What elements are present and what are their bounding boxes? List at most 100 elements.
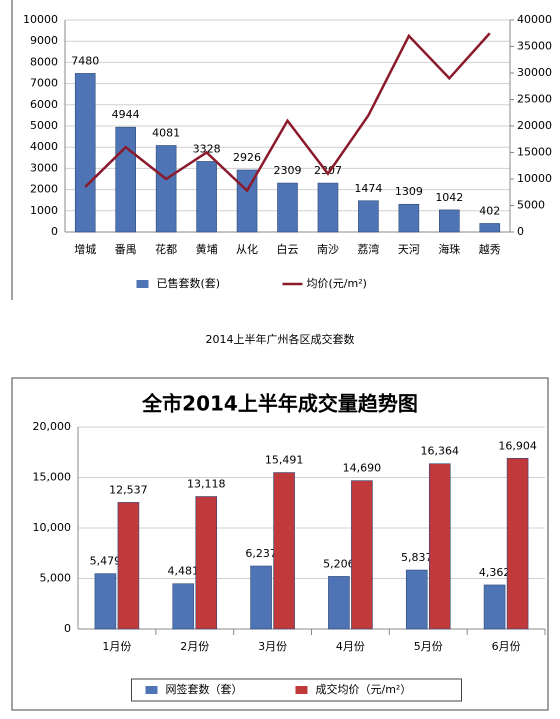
legend-label: 成交均价（元/m²） xyxy=(316,682,412,696)
value-label: 2307 xyxy=(314,164,342,177)
bar xyxy=(155,145,177,233)
y-tick-label: 8000 xyxy=(30,55,58,68)
value-label: 5,837 xyxy=(401,551,433,564)
frame xyxy=(11,377,549,711)
bar xyxy=(483,584,506,630)
y-tick-label: 0 xyxy=(64,622,71,635)
y2-tick-label: 20000 xyxy=(517,119,552,132)
value-label: 13,118 xyxy=(187,478,226,491)
legend-label: 均价(元/m²) xyxy=(307,277,367,290)
value-label: 1474 xyxy=(354,182,382,195)
legend-swatch xyxy=(136,280,149,288)
bar xyxy=(277,182,298,233)
value-label: 7480 xyxy=(71,54,99,67)
value-label: 4081 xyxy=(152,126,180,139)
value-label: 15,491 xyxy=(265,454,304,467)
x-tick-label: 花都 xyxy=(155,243,177,256)
bar xyxy=(115,126,136,233)
value-label: 1042 xyxy=(435,191,463,204)
x-tick-label: 番禺 xyxy=(115,243,137,256)
x-tick-label: 海珠 xyxy=(438,242,460,256)
value-label: 2309 xyxy=(274,164,302,177)
x-tick-label: 黄埔 xyxy=(196,242,218,256)
value-label: 6,237 xyxy=(245,547,277,560)
value-label: 5,479 xyxy=(90,555,122,568)
value-label: 2926 xyxy=(233,151,261,164)
value-label: 16,364 xyxy=(421,445,460,458)
bar xyxy=(196,161,217,233)
line xyxy=(84,32,491,193)
x-tick-label: 荔湾 xyxy=(357,242,379,256)
legend-label: 已售套数(套) xyxy=(157,276,221,290)
x-tick-label: 增城 xyxy=(74,242,96,256)
bar xyxy=(398,203,420,233)
x-tick-label: 1月份 xyxy=(102,640,131,653)
bar xyxy=(428,463,451,630)
bar xyxy=(172,583,195,630)
x-tick-label: 天河 xyxy=(398,243,420,256)
value-label: 5,206 xyxy=(323,557,355,570)
x-tick-label: 越秀 xyxy=(479,242,501,256)
bar xyxy=(328,576,350,630)
y2-tick-label: 10000 xyxy=(517,172,552,185)
legend-swatch xyxy=(295,686,308,694)
y-tick-label: 10,000 xyxy=(33,521,72,534)
value-label: 1309 xyxy=(395,185,423,198)
y-tick-label: 2000 xyxy=(30,183,58,196)
legend-label: 网签套数（套） xyxy=(166,682,243,696)
bar xyxy=(94,573,117,630)
value-label: 402 xyxy=(479,204,500,217)
y2-tick-label: 5000 xyxy=(517,199,545,212)
y-tick-label: 5000 xyxy=(30,119,58,132)
x-tick-label: 6月份 xyxy=(492,640,521,653)
y-tick-label: 20,000 xyxy=(33,420,72,433)
y-tick-label: 6000 xyxy=(30,98,58,111)
x-tick-label: 3月份 xyxy=(258,640,287,653)
legend-box xyxy=(131,678,462,702)
y2-tick-label: 0 xyxy=(517,225,524,238)
bar xyxy=(74,73,96,233)
y2-tick-label: 30000 xyxy=(517,66,552,79)
y-tick-label: 10000 xyxy=(23,13,58,26)
y-tick-label: 0 xyxy=(51,225,58,238)
value-label: 3328 xyxy=(193,142,221,155)
chart-title: 全市2014上半年成交量趋势图 xyxy=(141,392,418,416)
y2-tick-label: 15000 xyxy=(517,146,552,159)
y-tick-label: 5,000 xyxy=(40,572,72,585)
bar xyxy=(479,223,501,233)
bar xyxy=(358,200,379,233)
value-label: 4,362 xyxy=(479,566,511,579)
value-label: 4,481 xyxy=(168,565,200,578)
x-tick-label: 4月份 xyxy=(336,640,365,653)
y-tick-label: 4000 xyxy=(30,140,58,153)
value-label: 12,537 xyxy=(109,483,148,496)
y2-tick-label: 25000 xyxy=(517,93,552,106)
chart-caption: 2014上半年广州各区成交套数 xyxy=(206,332,355,346)
bar xyxy=(439,209,460,233)
bar xyxy=(195,496,218,630)
value-label: 4944 xyxy=(112,108,140,121)
bar xyxy=(117,502,140,630)
y2-tick-label: 35000 xyxy=(517,40,552,53)
x-tick-label: 5月份 xyxy=(414,640,443,653)
y-tick-label: 9000 xyxy=(30,34,58,47)
bar xyxy=(273,472,295,630)
bar xyxy=(250,565,272,630)
y-tick-label: 3000 xyxy=(30,161,58,174)
bar xyxy=(405,569,428,630)
bar xyxy=(317,182,339,233)
y-tick-label: 15,000 xyxy=(33,471,72,484)
bar xyxy=(351,480,373,630)
bar xyxy=(506,457,529,630)
y-tick-label: 1000 xyxy=(30,204,58,217)
y-tick-label: 7000 xyxy=(30,77,58,90)
value-label: 14,690 xyxy=(343,462,382,475)
x-tick-label: 南沙 xyxy=(317,243,339,256)
y2-tick-label: 40000 xyxy=(517,13,552,26)
x-tick-label: 白云 xyxy=(277,242,299,256)
legend-swatch xyxy=(145,686,158,694)
value-label: 16,904 xyxy=(498,439,537,452)
x-tick-label: 从化 xyxy=(236,242,258,256)
x-tick-label: 2月份 xyxy=(180,640,209,653)
